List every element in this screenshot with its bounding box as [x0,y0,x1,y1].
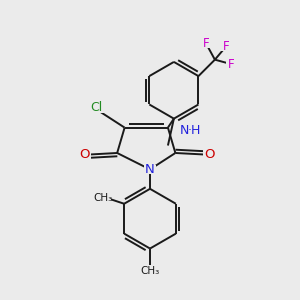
Text: N: N [180,124,189,137]
Text: ·H: ·H [188,124,202,137]
Bar [226,60,236,69]
Bar [201,39,211,48]
Bar [178,125,197,136]
Text: F: F [228,58,235,70]
Text: O: O [204,148,214,161]
Bar [202,150,214,159]
Bar [221,42,232,51]
Text: Cl: Cl [91,101,103,114]
Text: F: F [223,40,230,53]
Text: N: N [145,163,155,176]
Bar [142,266,158,275]
Bar [88,103,104,113]
Text: CH₃: CH₃ [93,193,112,203]
Text: CH₃: CH₃ [140,266,160,276]
Bar [144,165,156,174]
Bar [80,150,92,159]
Text: O: O [80,148,90,161]
Bar [94,193,111,202]
Text: F: F [202,37,209,50]
